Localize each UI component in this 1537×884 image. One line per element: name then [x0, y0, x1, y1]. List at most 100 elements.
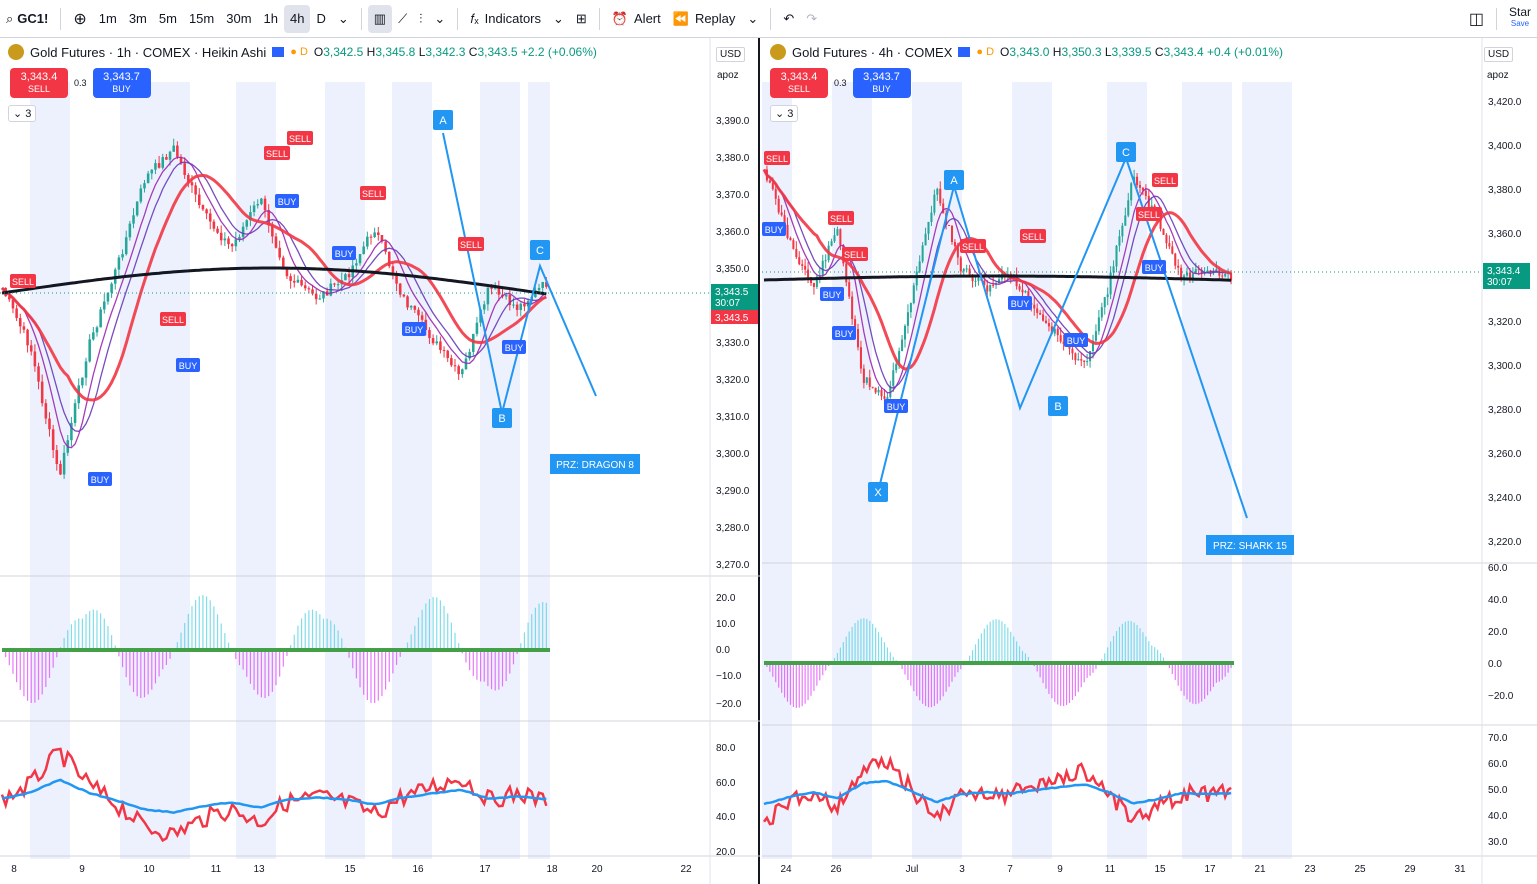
bars-icon: ⫶: [419, 10, 423, 26]
replay-dropdown[interactable]: ⌄: [741, 5, 764, 33]
price-tick-label: 3,360.0: [716, 227, 750, 238]
chart-title[interactable]: Gold Futures · 4h · COMEX: [792, 44, 953, 60]
interval-4h[interactable]: 4h: [284, 4, 311, 33]
candle-body: [804, 265, 807, 270]
alert-button[interactable]: ⏰ Alert: [606, 5, 667, 33]
interval-d[interactable]: D: [316, 11, 326, 26]
pattern-point-marker[interactable]: [1048, 396, 1068, 416]
currency-select[interactable]: USD: [716, 47, 746, 62]
session-stripe: [912, 82, 962, 859]
candle-body: [1180, 267, 1183, 278]
candle-body: [1024, 291, 1027, 293]
candle-body: [314, 293, 318, 300]
flag-icon[interactable]: [272, 47, 285, 57]
candle-body: [833, 235, 836, 242]
scale-mode[interactable]: apoz: [1484, 69, 1512, 82]
pattern-point-marker[interactable]: [433, 110, 453, 130]
buy-button[interactable]: 3,343.7 BUY: [852, 68, 911, 98]
candle-body: [1168, 243, 1171, 247]
candle-body: [504, 295, 508, 297]
buy-button[interactable]: 3,343.7 BUY: [92, 68, 151, 98]
chart-type-button[interactable]: ⫶: [413, 5, 428, 33]
indicators-button[interactable]: 𝑓ₓ Indicators: [464, 5, 547, 33]
redo-button[interactable]: ↷: [800, 5, 823, 33]
sell-signal-text: SELL: [766, 154, 788, 164]
interval-30m[interactable]: 30m: [226, 11, 252, 26]
rsi-line: [0, 747, 548, 843]
harmonic-pattern-line[interactable]: [877, 155, 1248, 519]
layouts-button[interactable]: ⊞: [570, 5, 593, 33]
fullscreen-button[interactable]: ◫: [1463, 5, 1490, 33]
pattern-point-marker[interactable]: [944, 170, 964, 190]
candle-body: [918, 261, 921, 272]
pattern-point-marker[interactable]: [868, 482, 888, 502]
line-chart-icon: ⟋: [398, 10, 408, 26]
candle-body: [1100, 307, 1103, 318]
interval-1m[interactable]: 1m: [98, 11, 117, 26]
pattern-point-marker[interactable]: [1116, 142, 1136, 162]
save-layout-button[interactable]: Star Save: [1503, 5, 1537, 33]
interval-5m[interactable]: 5m: [158, 11, 177, 26]
candle-body: [927, 221, 930, 234]
candle-body: [110, 283, 113, 293]
candle-body: [1062, 341, 1065, 345]
buy-signal-marker: [502, 340, 526, 354]
replay-button[interactable]: ⏪ Replay: [667, 5, 742, 33]
bar-countdown: 30:07: [715, 298, 740, 309]
harmonic-pattern-line[interactable]: [442, 132, 597, 414]
sell-signal-marker: [842, 247, 868, 261]
add-symbol-button[interactable]: ⊕: [67, 5, 92, 33]
chart-canvas-right[interactable]: 3,420.0 3,400.0 3,380.0 3,360.0 3,320.0 3,300…: [762, 38, 1537, 884]
candle-body: [777, 198, 780, 213]
sell-signal-marker: [764, 151, 790, 165]
candle-body: [921, 245, 924, 262]
buy-signal-marker: [832, 326, 856, 340]
interval-3m[interactable]: 3m: [128, 11, 147, 26]
chart-type-dropdown[interactable]: ⌄: [428, 5, 451, 33]
scale-mode[interactable]: apoz: [714, 69, 742, 82]
symbol-search[interactable]: ⌕ GC1!: [0, 5, 54, 33]
line-chart-button[interactable]: ⟋: [392, 5, 413, 33]
indicators-dropdown[interactable]: ⌄: [547, 5, 570, 33]
candle-body: [22, 326, 26, 330]
time-tick-label: 13: [253, 864, 265, 875]
price-tick-label: 3,380.0: [1488, 185, 1522, 196]
prz-label-box[interactable]: [1206, 535, 1294, 555]
interval-1h[interactable]: 1h: [263, 11, 278, 26]
price-tick-label: 3,270.0: [716, 560, 750, 571]
prz-label-box[interactable]: [550, 454, 640, 474]
candle-body: [263, 198, 267, 211]
pattern-point-marker[interactable]: [530, 240, 550, 260]
sell-button[interactable]: 3,343.4 SELL: [770, 68, 828, 98]
candle-body: [450, 358, 453, 366]
buy-signal-marker: [820, 287, 844, 301]
currency-select[interactable]: USD: [1484, 47, 1514, 62]
indicators-collapse-button[interactable]: ⌄ 3: [8, 105, 37, 122]
price-tick-label: 3,370.0: [716, 190, 750, 201]
interval-dropdown[interactable]: ⌄: [332, 5, 355, 33]
candle-body: [1115, 245, 1118, 267]
candle-body: [278, 247, 281, 258]
candle-body: [201, 205, 205, 210]
candle-body: [859, 347, 862, 369]
chart-title[interactable]: Gold Futures · 1h · COMEX · Heikin Ashi: [30, 44, 267, 60]
undo-button[interactable]: ↶: [777, 5, 800, 33]
candle-body: [154, 163, 157, 170]
chart-pane-left[interactable]: 3,390.0 3,380.0 3,370.0 3,360.0 3,350.0 3,330…: [0, 38, 760, 884]
sell-button[interactable]: 3,343.4 SELL: [10, 68, 68, 98]
chart-canvas-left[interactable]: 3,390.0 3,380.0 3,370.0 3,360.0 3,350.0 3,330…: [0, 38, 760, 884]
interval-15m[interactable]: 15m: [188, 11, 215, 26]
price-tick-label: 3,280.0: [716, 523, 750, 534]
candle-body: [355, 263, 358, 266]
ohlc-values: O3,343.0 H3,350.3 L3,339.5 C3,343.4 +0.4…: [1000, 45, 1284, 59]
time-tick-label: 26: [830, 864, 842, 875]
candles-button[interactable]: ▥: [367, 4, 393, 33]
pattern-point-marker[interactable]: [492, 408, 512, 428]
candle-body: [515, 304, 519, 310]
candle-body: [461, 369, 464, 375]
chart-pane-right[interactable]: 3,420.0 3,400.0 3,380.0 3,360.0 3,320.0 3,300…: [762, 38, 1537, 884]
candle-body: [44, 403, 48, 419]
candle-body: [997, 279, 1001, 284]
flag-icon[interactable]: [958, 47, 971, 57]
indicators-collapse-button[interactable]: ⌄ 3: [770, 105, 799, 122]
